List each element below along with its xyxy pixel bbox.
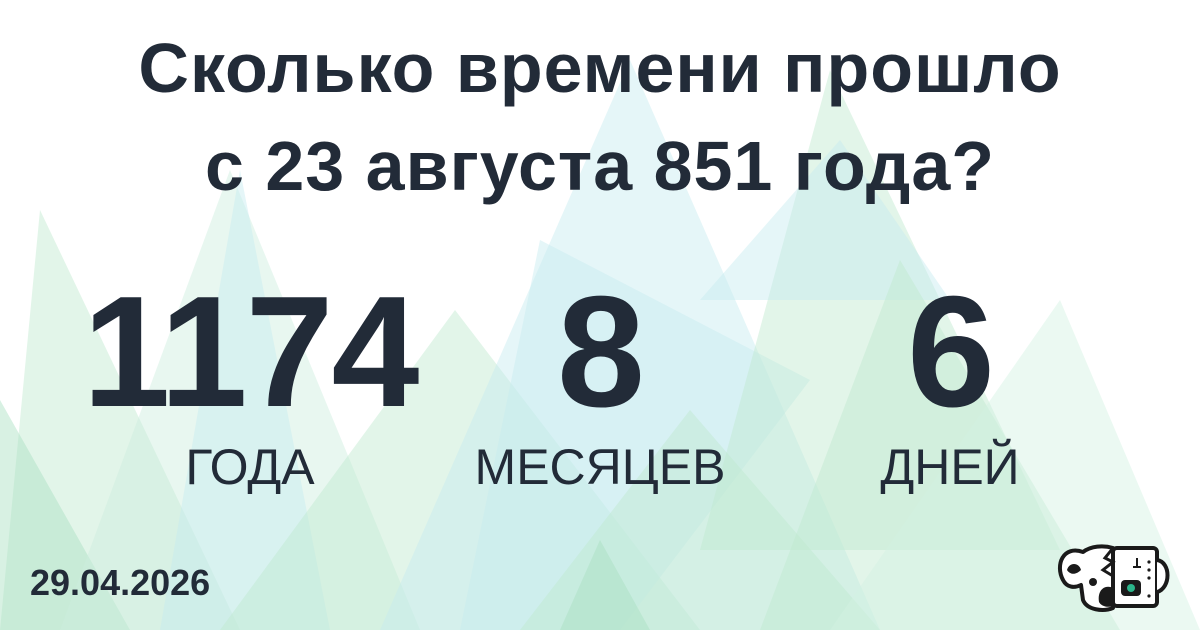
koala-robot-logo-icon: [1057, 544, 1170, 612]
page-title-line-1: Сколько времени прошло: [138, 29, 1062, 107]
months-label: МЕСЯЦЕВ: [474, 439, 726, 495]
page-title-line-2: с 23 августа 851 года?: [204, 127, 996, 205]
months-value: 8: [557, 264, 645, 440]
years-value: 1174: [82, 264, 420, 440]
days-value: 6: [907, 264, 995, 440]
current-date: 29.04.2026: [30, 562, 211, 603]
years-label: ГОДА: [185, 439, 315, 495]
days-label: ДНЕЙ: [880, 439, 1020, 495]
